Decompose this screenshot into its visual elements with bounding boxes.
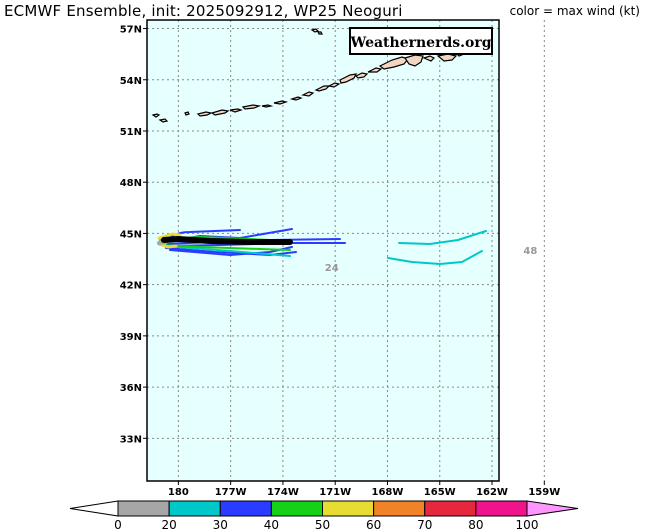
colorbar-tick-label: 30 [213,518,228,532]
colorbar-tick-label: 60 [366,518,381,532]
colorbar-bin [270,500,323,517]
lon-label: 171W [319,487,351,498]
colorbar-tick-label: 0 [114,518,122,532]
lat-label: 54N [120,76,142,87]
lon-label: 180 [168,487,189,498]
colorbar-tick-label: 50 [315,518,330,532]
longitude-labels: 180 177W 174W 171W 168W 165W 162W 159W [168,481,560,498]
colorbar-bin [117,500,170,517]
map-frame [146,19,500,482]
lat-label: 57N [120,25,142,36]
lat-label: 33N [120,434,142,445]
lon-label: 174W [267,487,299,498]
lat-label: 39N [120,332,142,343]
color-legend-note: color = max wind (kt) [509,4,640,18]
lat-label: 45N [120,229,142,240]
forecast-hour-labels: 24 48 [325,246,538,274]
lat-label: 48N [120,178,142,189]
lat-label: 36N [120,383,142,394]
colorbar-bin [219,500,272,517]
ensemble-mean-track [161,235,293,245]
lat-label: 51N [120,127,142,138]
forecast-hour-label: 24 [325,263,339,274]
lon-label: 177W [215,487,247,498]
map-title: ECMWF Ensemble, init: 2025092912, WP25 N… [4,2,403,20]
colorbar-bin [322,500,375,517]
lat-label: 42N [120,281,142,292]
forecast-hour-label: 48 [523,246,537,257]
colorbar-tick-label: 20 [161,518,176,532]
colorbar-under-arrow [69,500,119,517]
lon-label: 165W [424,487,456,498]
eastern-tracks [387,230,487,266]
lon-label: 159W [528,487,560,498]
latitude-labels: 57N 54N 51N 48N 45N 42N 39N 36N 33N [120,25,147,445]
colorbar-tick-label: 100 [516,518,539,532]
colorbar-tick-label: 70 [417,518,432,532]
colorbar-tick-label: 40 [264,518,279,532]
colorbar-bin [373,500,426,517]
colorbar-over-arrow [526,500,579,517]
colorbar-bin [168,500,221,517]
colorbar-bin [475,500,528,517]
lon-label: 168W [372,487,404,498]
watermark-box: Weathernerds.org [349,27,493,55]
lon-label: 162W [476,487,508,498]
colorbar-bin [424,500,477,517]
colorbar-tick-label: 80 [468,518,483,532]
wind-colorbar: 0 20 30 40 50 60 70 80 100 [69,500,579,532]
watermark-text: Weathernerds.org [350,35,492,51]
